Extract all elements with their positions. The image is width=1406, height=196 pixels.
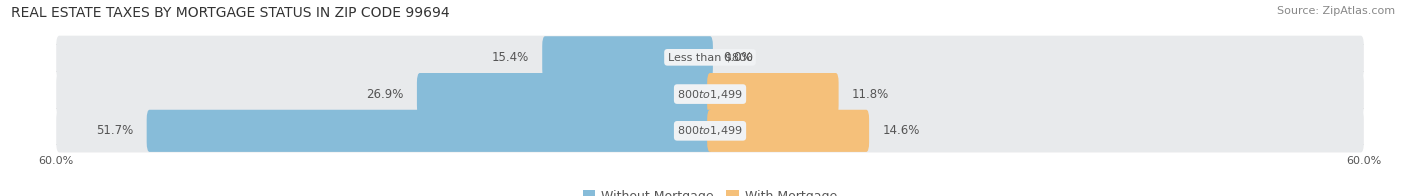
Text: Source: ZipAtlas.com: Source: ZipAtlas.com	[1277, 6, 1395, 16]
FancyBboxPatch shape	[56, 109, 1364, 152]
Text: 15.4%: 15.4%	[492, 51, 529, 64]
FancyBboxPatch shape	[146, 110, 713, 152]
FancyBboxPatch shape	[56, 36, 1364, 79]
Text: 14.6%: 14.6%	[882, 124, 920, 137]
FancyBboxPatch shape	[707, 110, 869, 152]
Legend: Without Mortgage, With Mortgage: Without Mortgage, With Mortgage	[578, 185, 842, 196]
Text: 26.9%: 26.9%	[367, 88, 404, 101]
FancyBboxPatch shape	[707, 73, 838, 115]
FancyBboxPatch shape	[56, 73, 1364, 116]
FancyBboxPatch shape	[543, 36, 713, 78]
Text: $800 to $1,499: $800 to $1,499	[678, 124, 742, 137]
Text: Less than $800: Less than $800	[668, 52, 752, 62]
FancyBboxPatch shape	[418, 73, 713, 115]
Text: $800 to $1,499: $800 to $1,499	[678, 88, 742, 101]
Text: REAL ESTATE TAXES BY MORTGAGE STATUS IN ZIP CODE 99694: REAL ESTATE TAXES BY MORTGAGE STATUS IN …	[11, 6, 450, 20]
Text: 11.8%: 11.8%	[852, 88, 889, 101]
Text: 51.7%: 51.7%	[97, 124, 134, 137]
Text: 0.0%: 0.0%	[723, 51, 752, 64]
